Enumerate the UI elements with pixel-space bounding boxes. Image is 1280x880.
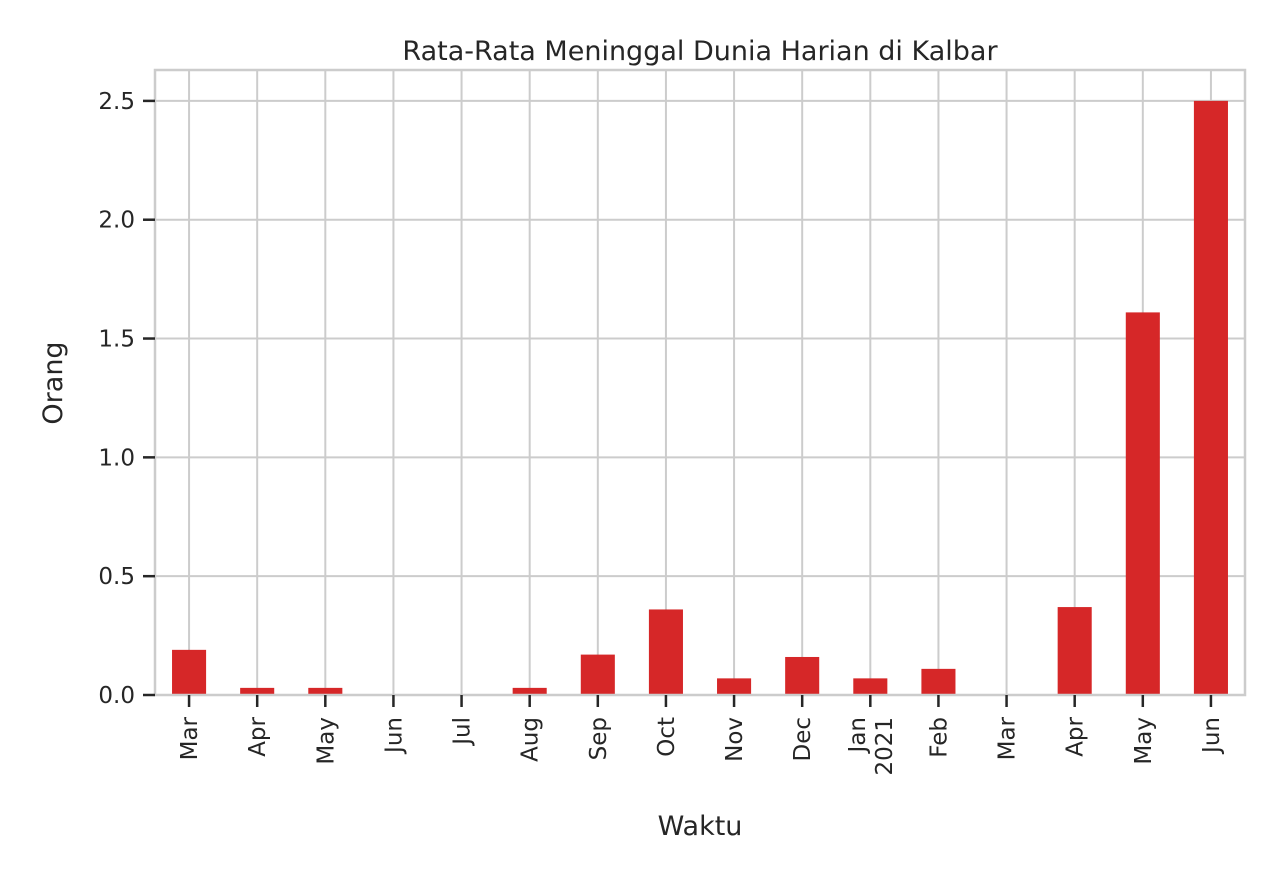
x-tick-label-text: Jan2021 bbox=[845, 717, 898, 776]
bar bbox=[921, 668, 956, 695]
x-tick-label-line: Apr bbox=[245, 716, 271, 756]
x-tick-label-line: Mar bbox=[177, 716, 203, 760]
x-tick-label: May bbox=[313, 717, 339, 765]
x-tick-label-line: Mar bbox=[995, 716, 1021, 760]
y-tick-label: 1.5 bbox=[98, 327, 135, 353]
y-tick-label: 2.5 bbox=[98, 89, 135, 115]
x-tick-label: Jun bbox=[1199, 717, 1225, 755]
x-tick-label: Aug bbox=[518, 717, 544, 762]
y-tick-label: 0.5 bbox=[98, 564, 135, 590]
x-tick-label-text: Aug bbox=[518, 717, 544, 762]
x-axis-label: Waktu bbox=[658, 811, 743, 842]
x-tick-label-line: Apr bbox=[1063, 716, 1089, 756]
x-tick-label: Apr bbox=[1063, 716, 1089, 756]
x-tick-label-line: 2021 bbox=[872, 717, 898, 776]
x-tick-label-text: Jul bbox=[450, 717, 476, 747]
bar bbox=[1057, 607, 1092, 695]
bar bbox=[717, 678, 752, 695]
y-tick-label: 2.0 bbox=[98, 208, 135, 234]
x-tick-label-text: Nov bbox=[722, 717, 748, 762]
x-tick-label: Dec bbox=[790, 717, 816, 762]
x-tick-label-text: Oct bbox=[654, 717, 680, 757]
x-tick-label-text: May bbox=[313, 717, 339, 765]
x-tick-label-text: Jun bbox=[381, 717, 407, 755]
y-tick-label: 0.0 bbox=[98, 683, 135, 709]
x-tick-label-line: Feb bbox=[926, 717, 952, 758]
x-tick-label-line: Dec bbox=[790, 717, 816, 762]
ticks: 0.0 0.5 1.0 1.5 2.0 2.5 Mar Apr May Jun Jul Aug Sep O… bbox=[98, 89, 1225, 776]
y-tick-label: 1.0 bbox=[98, 445, 135, 471]
bar bbox=[172, 649, 207, 695]
x-tick-label: May bbox=[1131, 717, 1157, 765]
bar bbox=[1193, 100, 1228, 695]
x-tick-label-line: Jan bbox=[845, 717, 871, 754]
chart-title: Rata-Rata Meninggal Dunia Harian di Kalb… bbox=[402, 36, 998, 67]
x-tick-label: Mar bbox=[995, 716, 1021, 760]
x-tick-label-line: May bbox=[1131, 717, 1157, 765]
bar bbox=[648, 609, 683, 695]
x-tick-label: Sep bbox=[586, 717, 612, 760]
bar bbox=[240, 687, 275, 695]
x-tick-label-text: Sep bbox=[586, 717, 612, 760]
x-tick-label-text: Jun bbox=[1199, 717, 1225, 755]
x-tick-label: Nov bbox=[722, 717, 748, 762]
x-tick-label-text: Apr bbox=[1063, 716, 1089, 756]
plot-frame bbox=[153, 68, 1247, 697]
x-tick-label: Jul bbox=[450, 717, 476, 747]
x-tick-label-line: Sep bbox=[586, 717, 612, 760]
x-tick-label-text: Apr bbox=[245, 716, 271, 756]
bar bbox=[512, 687, 547, 695]
bars bbox=[172, 100, 1228, 695]
bar bbox=[1125, 312, 1160, 695]
x-tick-label: Oct bbox=[654, 717, 680, 757]
bar bbox=[308, 687, 343, 695]
x-tick-label-line: Jun bbox=[1199, 717, 1225, 755]
x-tick-label-text: Feb bbox=[926, 717, 952, 758]
y-axis-label: Orang bbox=[38, 341, 69, 424]
x-tick-label-line: May bbox=[313, 717, 339, 765]
x-tick-label-line: Jul bbox=[450, 717, 476, 747]
x-tick-label-line: Oct bbox=[654, 717, 680, 757]
x-tick-label-line: Aug bbox=[518, 717, 544, 762]
x-tick-label: Apr bbox=[245, 716, 271, 756]
x-tick-label-line: Jun bbox=[381, 717, 407, 755]
x-tick-label-text: Mar bbox=[177, 716, 203, 760]
x-tick-label-text: May bbox=[1131, 717, 1157, 765]
x-tick-label: Feb bbox=[926, 717, 952, 758]
bar bbox=[580, 654, 615, 695]
bar bbox=[785, 656, 820, 695]
grid bbox=[155, 70, 1245, 696]
x-tick-label-text: Dec bbox=[790, 717, 816, 762]
x-tick-label: Mar bbox=[177, 716, 203, 760]
bar bbox=[853, 678, 888, 695]
x-tick-label-line: Nov bbox=[722, 717, 748, 762]
x-tick-label: Jun bbox=[381, 717, 407, 755]
x-tick-label-text: Mar bbox=[995, 716, 1021, 760]
x-tick-label: Jan2021 bbox=[845, 717, 898, 776]
